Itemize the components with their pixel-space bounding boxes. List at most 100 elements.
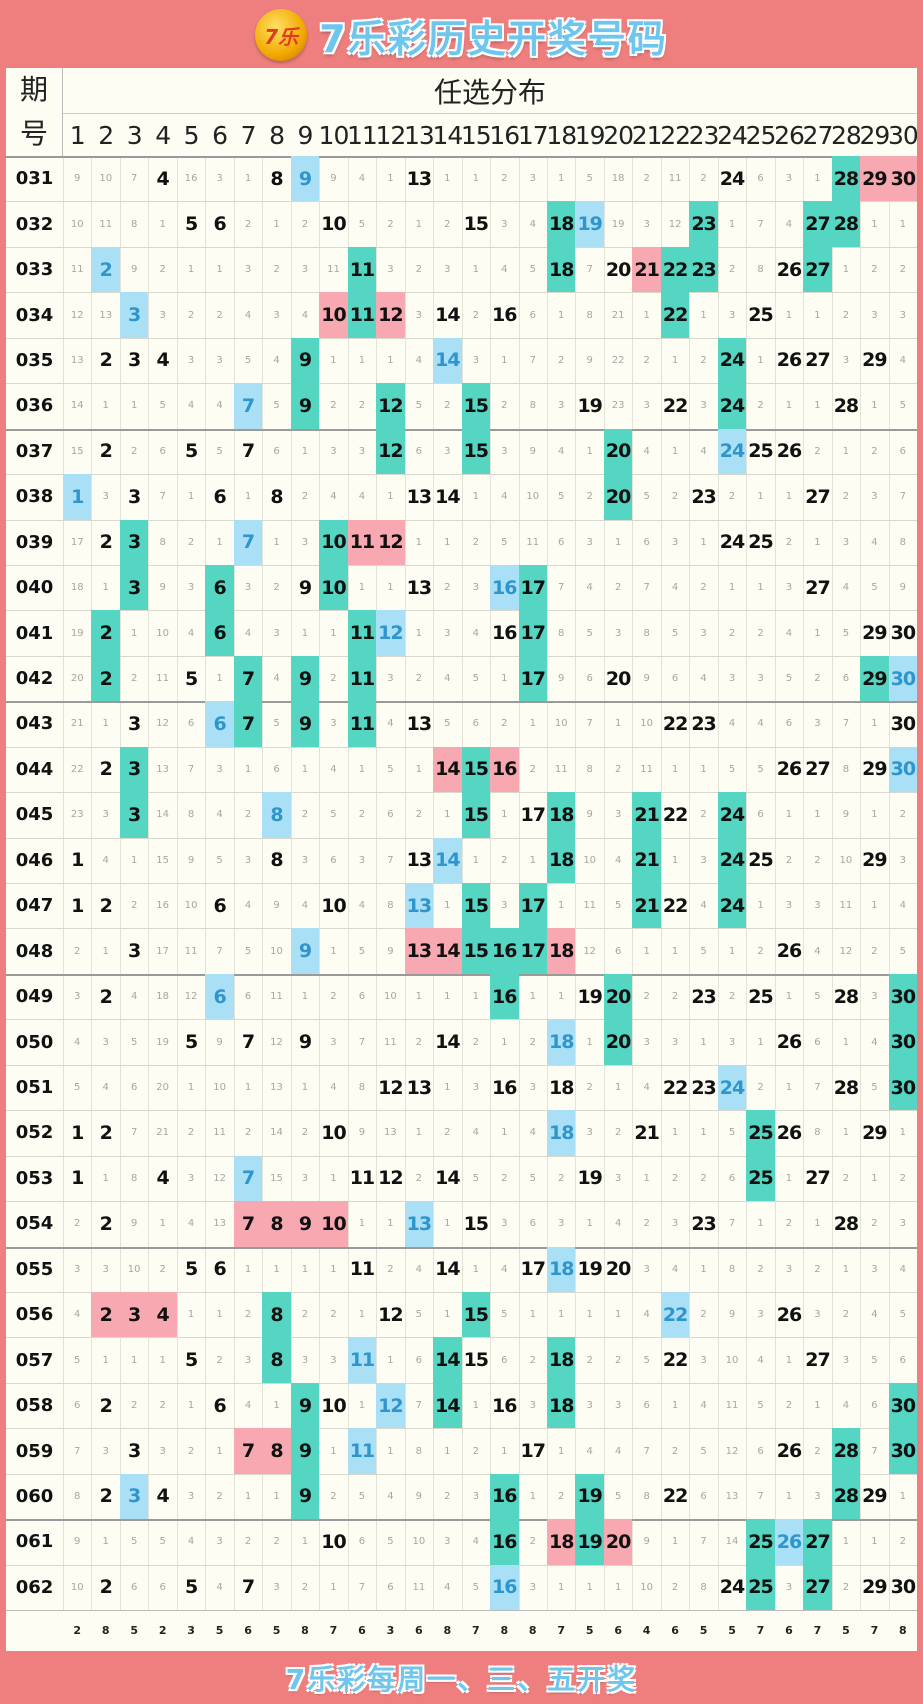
drawn-number: 29: [862, 1485, 887, 1508]
miss-count: 2: [330, 400, 337, 412]
drawn-number-cell: 19: [575, 1247, 603, 1292]
drawn-number-cell: 18: [546, 1110, 576, 1156]
miss-count-cell: 1: [348, 1292, 376, 1337]
count-cell: 6: [244, 1624, 252, 1637]
miss-count-cell: 3: [718, 1019, 746, 1064]
miss-count: 2: [814, 854, 821, 866]
miss-count: 6: [757, 1445, 764, 1457]
miss-count: 1: [187, 1309, 195, 1321]
miss-count: 1: [814, 536, 821, 548]
drawn-number-cell: 25: [746, 1155, 775, 1202]
miss-count-cell: 3: [433, 429, 461, 474]
miss-count-cell: 1: [689, 1019, 717, 1064]
miss-count: 2: [614, 763, 622, 775]
miss-count-cell: 2: [889, 792, 917, 837]
drawn-number-cell: 13: [404, 928, 434, 974]
miss-count-cell: 1: [177, 247, 205, 292]
drawn-number: 22: [662, 1349, 688, 1372]
miss-count-cell: 1: [462, 974, 490, 1019]
miss-count-cell: 1: [205, 1428, 233, 1473]
miss-count-cell: 1: [661, 429, 689, 474]
miss-count: 9: [586, 809, 593, 821]
miss-count: 4: [614, 1218, 622, 1230]
drawn-number-cell: 24: [717, 428, 747, 475]
drawn-number: 9: [298, 394, 312, 417]
miss-count-cell: 11: [148, 656, 176, 701]
miss-count: 10: [70, 218, 84, 230]
drawn-number: 17: [520, 803, 546, 826]
drawn-number: 30: [890, 1394, 916, 1417]
drawn-number-cell: 3: [120, 474, 148, 519]
miss-count-cell: 2: [291, 474, 319, 519]
drawn-number-cell: 12: [376, 383, 405, 429]
miss-count: 1: [130, 1354, 138, 1366]
miss-count-cell: 5: [889, 383, 917, 428]
miss-count: 7: [216, 945, 223, 957]
miss-count: 6: [643, 1400, 650, 1412]
drawn-number-cell: 2: [91, 1110, 119, 1155]
drawn-number: 7: [241, 440, 255, 463]
drawn-number-cell: 3: [119, 1473, 149, 1520]
miss-count: 3: [501, 218, 508, 230]
miss-count: 4: [415, 354, 423, 366]
miss-count-cell: 4: [775, 610, 803, 655]
drawn-number: 19: [577, 985, 602, 1008]
period-cell: 037: [15, 440, 54, 462]
miss-count: 6: [330, 854, 337, 866]
drawn-number-cell: 4: [148, 1156, 176, 1201]
miss-count: 2: [757, 1082, 764, 1094]
drawn-number-cell: 7: [233, 1201, 263, 1247]
miss-count: 4: [472, 1536, 479, 1548]
miss-count: 1: [387, 1445, 394, 1457]
miss-count-cell: 5: [547, 474, 575, 519]
drawn-number-cell: 3: [119, 792, 149, 838]
number-header-22: 22: [660, 120, 691, 150]
miss-count: 2: [501, 1172, 508, 1184]
drawn-number-cell: 5: [177, 656, 205, 701]
drawn-number-cell: 8: [262, 1337, 291, 1383]
miss-count: 2: [558, 354, 565, 366]
miss-count: 9: [415, 1490, 423, 1502]
miss-count-cell: 7: [832, 701, 860, 746]
miss-count-cell: 11: [832, 883, 860, 928]
miss-count: 2: [586, 491, 593, 503]
column-divider: [233, 156, 235, 1610]
number-header-25: 25: [745, 120, 777, 150]
miss-count-cell: 12: [148, 701, 176, 746]
miss-count-cell: 1: [291, 974, 319, 1019]
count-cell: 5: [842, 1624, 850, 1637]
drawn-number: 5: [184, 1258, 198, 1281]
miss-count-cell: 5: [661, 610, 689, 655]
miss-count: 2: [301, 1581, 309, 1593]
miss-count-cell: 11: [547, 747, 575, 792]
drawn-number-cell: 15: [461, 928, 491, 974]
drawn-number: 20: [605, 485, 631, 508]
miss-count: 7: [159, 491, 166, 503]
drawn-number: 3: [128, 531, 141, 554]
miss-count: 1: [387, 491, 394, 503]
miss-count-cell: 3: [462, 565, 490, 610]
miss-count: 1: [558, 1445, 565, 1457]
miss-count: 2: [529, 763, 536, 775]
drawn-number: 14: [435, 758, 460, 781]
miss-count: 6: [757, 173, 764, 185]
miss-count: 8: [643, 1490, 650, 1502]
miss-count: 2: [614, 1127, 622, 1139]
miss-count: 1: [814, 309, 821, 321]
miss-count: 8: [130, 1172, 138, 1184]
miss-count: 3: [159, 1445, 166, 1457]
miss-count: 1: [330, 1172, 337, 1184]
miss-count: 4: [187, 1218, 195, 1230]
drawn-number: 15: [463, 1303, 489, 1326]
miss-count-cell: 5: [63, 1337, 91, 1382]
miss-count: 1: [187, 1400, 195, 1412]
number-header-3: 3: [126, 120, 143, 150]
miss-count: 12: [213, 1172, 226, 1184]
drawn-number: 11: [349, 667, 375, 690]
miss-count: 3: [643, 400, 650, 412]
miss-count-cell: 9: [405, 1474, 433, 1519]
miss-count-cell: 1: [291, 1519, 319, 1564]
miss-count-cell: 2: [632, 974, 660, 1019]
miss-count-cell: 4: [262, 338, 290, 383]
miss-count-cell: 1: [405, 610, 433, 655]
